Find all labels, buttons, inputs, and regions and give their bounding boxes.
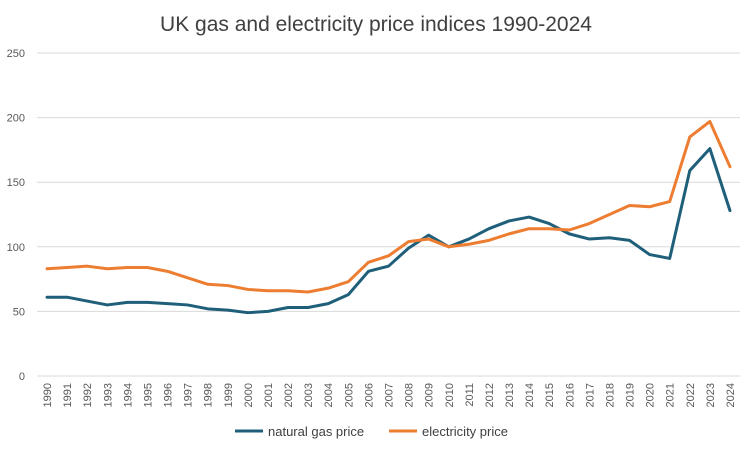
y-tick-label: 0	[19, 371, 25, 383]
y-tick-label: 100	[7, 242, 25, 254]
x-tick-label: 2008	[404, 383, 416, 407]
x-tick-label: 2017	[584, 383, 596, 407]
x-axis-ticks: 1990 1991 1992 1993 1994 1995 1996 1997 1998 1999…	[42, 383, 737, 407]
x-tick-label: 1997	[183, 383, 195, 407]
y-axis-ticks: 0 50 100 150 200 250	[7, 48, 25, 383]
x-tick-label: 1991	[62, 383, 74, 407]
x-tick-label: 2018	[604, 383, 616, 407]
gridlines	[37, 52, 740, 377]
x-tick-label: 2024	[725, 383, 737, 407]
series-line-electricity-price	[45, 119, 732, 294]
x-tick-label: 2012	[484, 383, 496, 407]
series-lines	[45, 119, 732, 315]
x-tick-label: 1992	[82, 383, 94, 407]
x-tick-label: 2002	[283, 383, 295, 407]
x-tick-label: 1995	[142, 383, 154, 407]
x-tick-label: 2013	[504, 383, 516, 407]
x-tick-label: 2007	[384, 383, 396, 407]
x-tick-label: 2023	[705, 383, 717, 407]
y-tick-label: 50	[13, 306, 25, 318]
x-tick-label: 2001	[263, 383, 275, 407]
x-tick-label: 2022	[685, 383, 697, 407]
x-tick-label: 2015	[544, 383, 556, 407]
x-tick-label: 2006	[363, 383, 375, 407]
x-tick-label: 2010	[444, 383, 456, 407]
y-tick-label: 150	[7, 177, 25, 189]
x-tick-label: 2016	[564, 383, 576, 407]
x-tick-label: 2003	[303, 383, 315, 407]
x-tick-label: 2020	[645, 383, 657, 407]
x-tick-label: 1998	[203, 383, 215, 407]
x-tick-label: 2004	[323, 383, 335, 407]
x-tick-label: 1993	[102, 383, 114, 407]
x-tick-label: 2009	[424, 383, 436, 407]
x-tick-label: 1999	[223, 383, 235, 407]
chart-title: UK gas and electricity price indices 199…	[160, 13, 592, 36]
x-tick-label: 2019	[625, 383, 637, 407]
series-line-natural-gas-price	[45, 147, 732, 315]
legend-label: electricity price	[422, 424, 508, 439]
x-tick-label: 1994	[122, 383, 134, 407]
y-tick-label: 250	[7, 48, 25, 60]
x-tick-label: 2011	[464, 383, 476, 407]
legend: natural gas price electricity price	[235, 424, 508, 439]
x-tick-label: 2021	[665, 383, 677, 407]
x-tick-label: 2000	[243, 383, 255, 407]
x-tick-label: 2005	[343, 383, 355, 407]
x-tick-label: 1996	[163, 383, 175, 407]
x-tick-label: 1990	[42, 383, 54, 407]
legend-label: natural gas price	[268, 424, 364, 439]
y-tick-label: 200	[7, 113, 25, 125]
x-tick-label: 2014	[524, 383, 536, 407]
